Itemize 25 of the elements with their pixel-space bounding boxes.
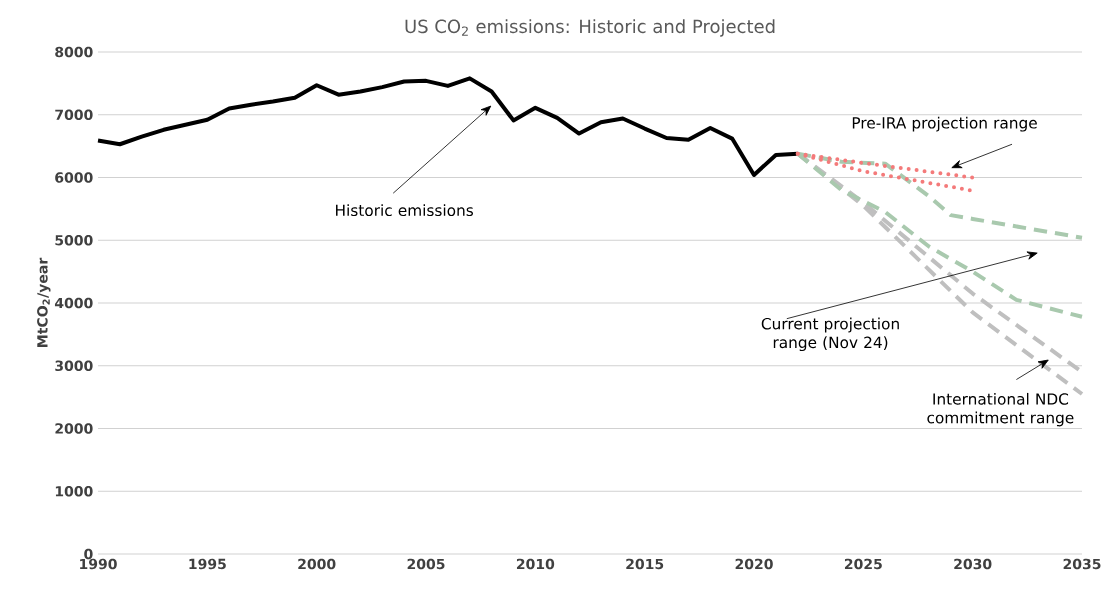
annotation: International NDC commitment range: [927, 392, 1074, 427]
x-tick-label: 1990: [80, 558, 117, 570]
y-tick-label: 3000: [55, 360, 93, 372]
annotation: Current projection range (Nov 24): [761, 317, 899, 352]
chart-title: US CO$_{2}$ emissions: Historic and Projected: [405, 19, 775, 37]
y-tick-label: 5000: [55, 234, 93, 246]
x-tick-label: 2025: [844, 558, 882, 570]
y-tick-label: 0: [84, 548, 93, 560]
x-tick-label: 2005: [407, 558, 445, 570]
y-axis-title: MtCO$_{2}$/year: [37, 257, 51, 347]
annotation: Pre-IRA projection range: [852, 116, 1037, 132]
x-tick-label: 2030: [954, 558, 992, 570]
x-tick-label: 2010: [516, 558, 555, 570]
y-tick-label: 1000: [55, 485, 93, 497]
y-tick-label: 8000: [55, 46, 93, 58]
y-tick-label: 4000: [54, 297, 93, 309]
y-tick-label: 7000: [55, 109, 93, 121]
y-tick-label: 2000: [55, 423, 93, 434]
x-tick-label: 1995: [189, 558, 226, 570]
x-tick-label: 2015: [626, 558, 664, 570]
annotation: Historic emissions: [336, 204, 474, 217]
x-tick-label: 2000: [298, 558, 336, 570]
x-tick-label: 2035: [1063, 558, 1101, 570]
x-tick-label: 2020: [735, 558, 773, 570]
y-tick-label: 6000: [55, 172, 93, 183]
